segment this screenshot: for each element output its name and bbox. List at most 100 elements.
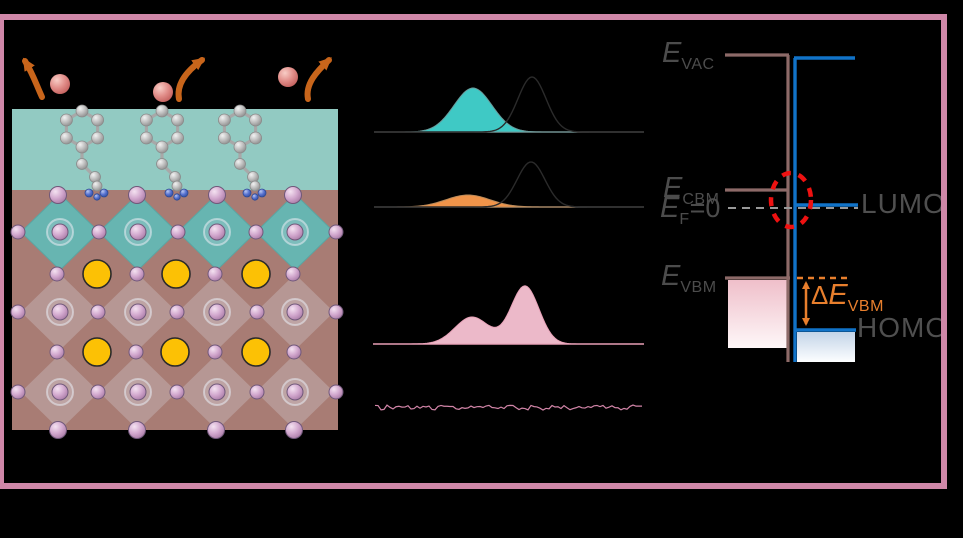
carbon-atom [249, 131, 262, 145]
atom [128, 186, 146, 204]
atom [128, 344, 144, 360]
nitrogen-atom [173, 193, 181, 201]
fermi-symbol: E [660, 192, 680, 224]
atom [207, 344, 223, 360]
evbm-symbol: E [661, 260, 681, 292]
nitrogen-atom [93, 193, 101, 201]
carbon-atom [91, 113, 104, 127]
carbon-atom [89, 171, 101, 183]
noise-trace [374, 404, 643, 411]
fermi-label: EF=0 [660, 194, 720, 228]
cesium-atom [82, 337, 112, 367]
carbon-atom [247, 171, 259, 183]
carbon-atom [155, 104, 169, 118]
nitrogen-atom [251, 193, 259, 201]
energy-annotations [768, 170, 814, 326]
atom [286, 303, 304, 321]
desorption-arrow-icon [304, 57, 332, 102]
carbon-atom [218, 113, 231, 127]
delta-subscript: VBM [847, 298, 884, 315]
desorbed-atom [278, 67, 298, 87]
desorption-arrow-icon [175, 57, 206, 102]
energy-boxes [728, 280, 855, 362]
atom [249, 384, 265, 400]
carbon-atom [60, 113, 73, 127]
carbon-atom [234, 158, 246, 170]
carbon-atom [75, 140, 89, 154]
atom [51, 303, 69, 321]
atom [249, 304, 265, 320]
atom [286, 383, 304, 401]
cesium-atom [241, 337, 271, 367]
atom [285, 266, 301, 282]
nitrogen-atom [164, 188, 174, 198]
atom [51, 223, 69, 241]
cesium-atom [82, 259, 112, 289]
carbon-atom [75, 104, 89, 118]
ligand-molecules [60, 104, 267, 201]
carbon-atom [249, 113, 262, 127]
nitrogen-group-atom [249, 180, 261, 192]
carbon-atom [76, 158, 88, 170]
carbon-atom [156, 158, 168, 170]
atom [208, 186, 226, 204]
energy-levels [725, 53, 858, 362]
vbm-band-box [728, 280, 787, 348]
atom [286, 223, 304, 241]
spectrum-middle [374, 161, 644, 208]
nitrogen-group-atom [171, 180, 183, 192]
lumo-label: LUMO [861, 188, 946, 219]
atom [169, 304, 185, 320]
evbm-subscript: VBM [680, 279, 717, 296]
carbon-atom [233, 104, 247, 118]
atom [90, 384, 106, 400]
ecbm-subscript: CBM [682, 191, 720, 208]
atom [207, 421, 225, 439]
nitrogen-atom [84, 188, 94, 198]
carbon-atom [171, 113, 184, 127]
atom [129, 266, 145, 282]
carbon-atom [60, 131, 73, 145]
cesium-atom [241, 259, 271, 289]
lattice-atoms [10, 186, 344, 439]
atom [208, 223, 226, 241]
spectrum-filled-peak [374, 87, 644, 133]
delta-evbm-label: ΔEVBM [811, 281, 884, 315]
atom [49, 344, 65, 360]
desorbed-atom [50, 74, 70, 94]
desorption-arrow-icon [22, 57, 45, 100]
atom [285, 421, 303, 439]
atom [128, 421, 146, 439]
atom [328, 304, 344, 320]
cesium-atom [160, 337, 190, 367]
spectrum-line-peak [374, 76, 644, 133]
desorbing-atoms [50, 67, 298, 102]
spectrum-top [374, 76, 644, 133]
atom [208, 303, 226, 321]
carbon-atom [169, 171, 181, 183]
atom [208, 383, 226, 401]
level-alignment-circle [768, 170, 814, 230]
carbon-atom [233, 140, 247, 154]
atom [90, 304, 106, 320]
carbon-atom [218, 131, 231, 145]
ecbm-symbol: E [663, 172, 683, 204]
homo-label: HOMO [857, 312, 949, 343]
atom [129, 383, 147, 401]
spectrum-filled-peak [374, 194, 644, 208]
evbm-label: EVBM [661, 262, 717, 296]
atom [10, 224, 26, 240]
atom [170, 224, 186, 240]
atom [49, 266, 65, 282]
carbon-atom [140, 131, 153, 145]
desorption-arrows [22, 57, 332, 102]
atom [49, 186, 67, 204]
atom [248, 224, 264, 240]
spectrum-bottom [373, 285, 644, 345]
atom [129, 303, 147, 321]
atom [169, 384, 185, 400]
nitrogen-atom [242, 188, 252, 198]
evac-label: EVAC [662, 39, 715, 73]
homo-band-box [797, 332, 855, 362]
